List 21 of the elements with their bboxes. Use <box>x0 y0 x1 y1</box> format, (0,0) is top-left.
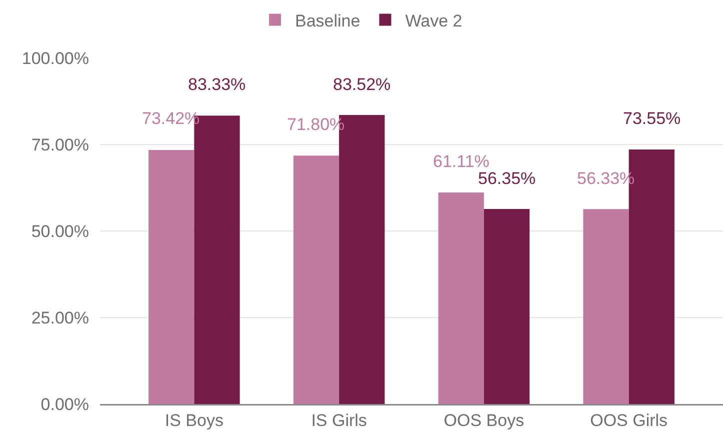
data-label: 56.35% <box>478 169 536 188</box>
y-tick-label: 75.00% <box>31 135 89 154</box>
x-tick-label: IS Boys <box>164 410 224 430</box>
x-tick-label: OOS Boys <box>444 410 524 430</box>
bar <box>438 192 484 404</box>
y-tick-label: 100.00% <box>22 48 89 68</box>
bar <box>583 209 629 404</box>
x-tick-label: OOS Girls <box>590 410 668 430</box>
y-tick-label: 50.00% <box>31 222 89 241</box>
legend-label: Wave 2 <box>405 11 462 30</box>
y-tick-label: 25.00% <box>31 308 89 328</box>
bar <box>148 150 194 404</box>
data-label: 83.52% <box>333 75 391 94</box>
bar <box>484 209 530 404</box>
x-tick-label: IS Girls <box>311 410 367 430</box>
bar <box>293 156 340 404</box>
data-label: 73.55% <box>623 109 681 128</box>
y-tick-label: 0.00% <box>40 394 89 414</box>
data-label: 61.11% <box>433 152 490 171</box>
legend-label: Baseline <box>295 11 360 30</box>
data-label: 83.33% <box>188 75 246 94</box>
